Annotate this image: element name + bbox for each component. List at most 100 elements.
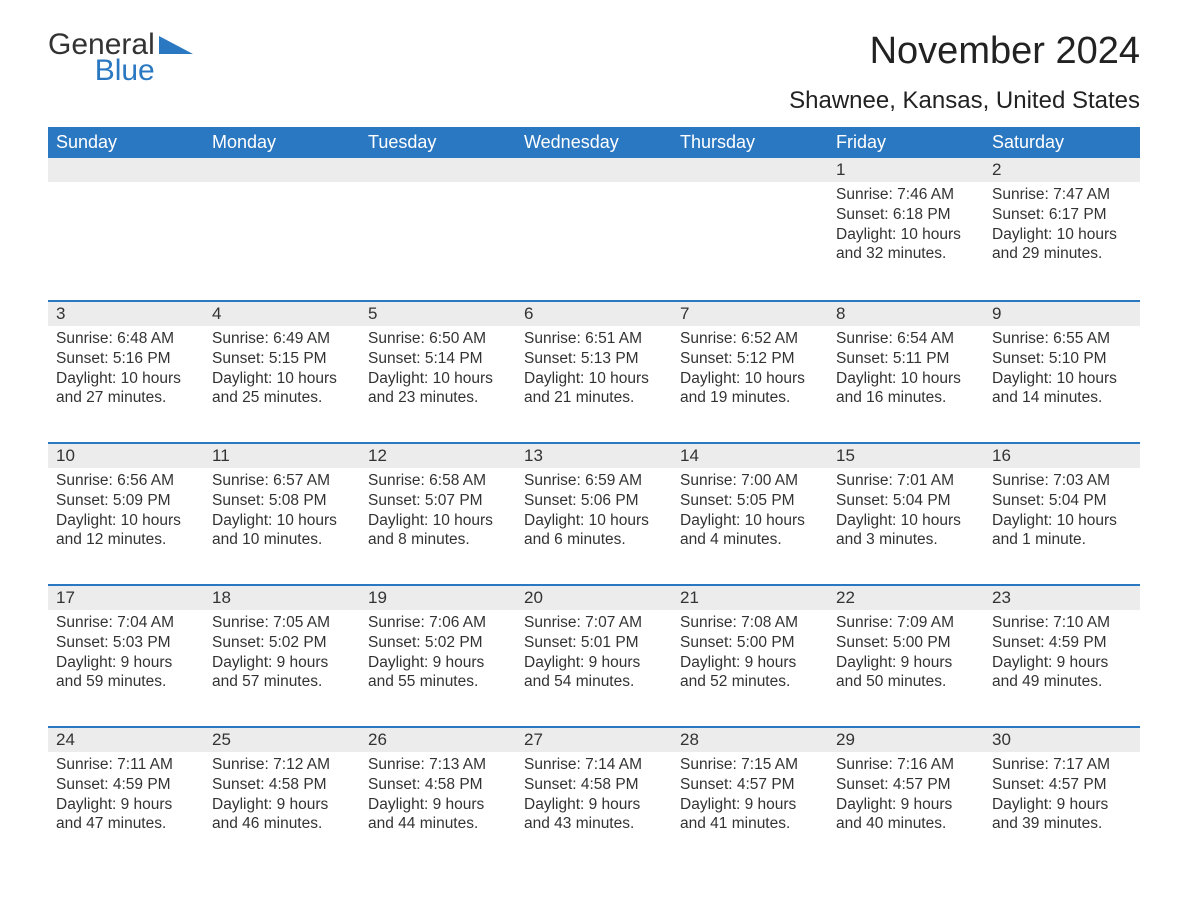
day-sunrise: Sunrise: 7:10 AM xyxy=(992,613,1132,633)
day-daylight2: and 32 minutes. xyxy=(836,244,976,264)
day-sunrise: Sunrise: 6:52 AM xyxy=(680,329,820,349)
day-sunset: Sunset: 5:13 PM xyxy=(524,349,664,369)
day-sunrise: Sunrise: 7:46 AM xyxy=(836,185,976,205)
day-sunset: Sunset: 4:59 PM xyxy=(56,775,196,795)
calendar-cell: 18Sunrise: 7:05 AMSunset: 5:02 PMDayligh… xyxy=(204,584,360,726)
day-details: Sunrise: 6:58 AMSunset: 5:07 PMDaylight:… xyxy=(360,468,516,554)
day-sunrise: Sunrise: 7:17 AM xyxy=(992,755,1132,775)
day-number xyxy=(48,158,204,182)
day-details: Sunrise: 7:06 AMSunset: 5:02 PMDaylight:… xyxy=(360,610,516,696)
calendar-cell: 11Sunrise: 6:57 AMSunset: 5:08 PMDayligh… xyxy=(204,442,360,584)
day-daylight1: Daylight: 10 hours xyxy=(680,511,820,531)
day-daylight2: and 19 minutes. xyxy=(680,388,820,408)
day-daylight2: and 29 minutes. xyxy=(992,244,1132,264)
day-sunset: Sunset: 4:58 PM xyxy=(368,775,508,795)
day-sunset: Sunset: 4:58 PM xyxy=(524,775,664,795)
day-details: Sunrise: 7:04 AMSunset: 5:03 PMDaylight:… xyxy=(48,610,204,696)
day-daylight1: Daylight: 10 hours xyxy=(368,511,508,531)
calendar-cell: 6Sunrise: 6:51 AMSunset: 5:13 PMDaylight… xyxy=(516,300,672,442)
calendar-cell: 23Sunrise: 7:10 AMSunset: 4:59 PMDayligh… xyxy=(984,584,1140,726)
day-daylight2: and 54 minutes. xyxy=(524,672,664,692)
day-sunrise: Sunrise: 6:48 AM xyxy=(56,329,196,349)
calendar-cell: 30Sunrise: 7:17 AMSunset: 4:57 PMDayligh… xyxy=(984,726,1140,868)
day-daylight2: and 40 minutes. xyxy=(836,814,976,834)
weekday-header: Thursday xyxy=(672,127,828,158)
day-daylight1: Daylight: 10 hours xyxy=(680,369,820,389)
day-daylight1: Daylight: 10 hours xyxy=(368,369,508,389)
day-details: Sunrise: 7:09 AMSunset: 5:00 PMDaylight:… xyxy=(828,610,984,696)
day-details: Sunrise: 6:49 AMSunset: 5:15 PMDaylight:… xyxy=(204,326,360,412)
day-sunset: Sunset: 5:02 PM xyxy=(368,633,508,653)
day-daylight1: Daylight: 9 hours xyxy=(680,653,820,673)
day-details: Sunrise: 7:46 AMSunset: 6:18 PMDaylight:… xyxy=(828,182,984,268)
day-daylight1: Daylight: 9 hours xyxy=(368,795,508,815)
day-daylight1: Daylight: 10 hours xyxy=(836,225,976,245)
day-daylight2: and 25 minutes. xyxy=(212,388,352,408)
day-number xyxy=(204,158,360,182)
day-number: 1 xyxy=(828,158,984,182)
day-sunrise: Sunrise: 7:04 AM xyxy=(56,613,196,633)
day-sunset: Sunset: 5:01 PM xyxy=(524,633,664,653)
day-daylight2: and 1 minute. xyxy=(992,530,1132,550)
calendar-cell: 19Sunrise: 7:06 AMSunset: 5:02 PMDayligh… xyxy=(360,584,516,726)
day-details: Sunrise: 6:51 AMSunset: 5:13 PMDaylight:… xyxy=(516,326,672,412)
day-daylight2: and 57 minutes. xyxy=(212,672,352,692)
day-sunrise: Sunrise: 7:15 AM xyxy=(680,755,820,775)
weekday-header: Tuesday xyxy=(360,127,516,158)
day-daylight2: and 55 minutes. xyxy=(368,672,508,692)
calendar-table: Sunday Monday Tuesday Wednesday Thursday… xyxy=(48,127,1140,868)
day-number: 15 xyxy=(828,442,984,468)
day-daylight1: Daylight: 10 hours xyxy=(836,369,976,389)
day-daylight1: Daylight: 9 hours xyxy=(524,795,664,815)
calendar-cell: 2Sunrise: 7:47 AMSunset: 6:17 PMDaylight… xyxy=(984,158,1140,300)
day-sunset: Sunset: 5:07 PM xyxy=(368,491,508,511)
day-details: Sunrise: 7:15 AMSunset: 4:57 PMDaylight:… xyxy=(672,752,828,838)
day-sunset: Sunset: 5:09 PM xyxy=(56,491,196,511)
day-number xyxy=(672,158,828,182)
day-number: 25 xyxy=(204,726,360,752)
day-details: Sunrise: 7:05 AMSunset: 5:02 PMDaylight:… xyxy=(204,610,360,696)
day-daylight1: Daylight: 10 hours xyxy=(992,511,1132,531)
day-number: 23 xyxy=(984,584,1140,610)
flag-icon xyxy=(159,36,193,60)
calendar-cell: 7Sunrise: 6:52 AMSunset: 5:12 PMDaylight… xyxy=(672,300,828,442)
day-daylight1: Daylight: 10 hours xyxy=(212,369,352,389)
location-text: Shawnee, Kansas, United States xyxy=(789,87,1140,115)
day-details: Sunrise: 7:01 AMSunset: 5:04 PMDaylight:… xyxy=(828,468,984,554)
day-sunrise: Sunrise: 6:54 AM xyxy=(836,329,976,349)
calendar-cell: 4Sunrise: 6:49 AMSunset: 5:15 PMDaylight… xyxy=(204,300,360,442)
day-sunrise: Sunrise: 6:59 AM xyxy=(524,471,664,491)
weekday-header: Sunday xyxy=(48,127,204,158)
day-details: Sunrise: 6:57 AMSunset: 5:08 PMDaylight:… xyxy=(204,468,360,554)
calendar-cell: 10Sunrise: 6:56 AMSunset: 5:09 PMDayligh… xyxy=(48,442,204,584)
calendar-cell: 17Sunrise: 7:04 AMSunset: 5:03 PMDayligh… xyxy=(48,584,204,726)
day-daylight1: Daylight: 9 hours xyxy=(836,795,976,815)
day-sunset: Sunset: 5:16 PM xyxy=(56,349,196,369)
day-daylight2: and 52 minutes. xyxy=(680,672,820,692)
calendar-cell xyxy=(516,158,672,300)
day-details xyxy=(360,182,516,189)
day-daylight1: Daylight: 9 hours xyxy=(524,653,664,673)
day-daylight2: and 14 minutes. xyxy=(992,388,1132,408)
day-sunrise: Sunrise: 7:11 AM xyxy=(56,755,196,775)
day-sunrise: Sunrise: 7:01 AM xyxy=(836,471,976,491)
day-sunset: Sunset: 4:57 PM xyxy=(680,775,820,795)
day-details: Sunrise: 7:16 AMSunset: 4:57 PMDaylight:… xyxy=(828,752,984,838)
day-number: 7 xyxy=(672,300,828,326)
day-sunset: Sunset: 4:59 PM xyxy=(992,633,1132,653)
calendar-week-row: 17Sunrise: 7:04 AMSunset: 5:03 PMDayligh… xyxy=(48,584,1140,726)
day-number: 24 xyxy=(48,726,204,752)
day-daylight1: Daylight: 9 hours xyxy=(212,795,352,815)
day-number: 27 xyxy=(516,726,672,752)
day-sunset: Sunset: 5:14 PM xyxy=(368,349,508,369)
day-details: Sunrise: 6:56 AMSunset: 5:09 PMDaylight:… xyxy=(48,468,204,554)
day-daylight1: Daylight: 10 hours xyxy=(992,369,1132,389)
calendar-cell xyxy=(360,158,516,300)
day-sunset: Sunset: 5:15 PM xyxy=(212,349,352,369)
day-sunrise: Sunrise: 7:08 AM xyxy=(680,613,820,633)
day-sunrise: Sunrise: 7:16 AM xyxy=(836,755,976,775)
day-details: Sunrise: 7:08 AMSunset: 5:00 PMDaylight:… xyxy=(672,610,828,696)
calendar-cell: 3Sunrise: 6:48 AMSunset: 5:16 PMDaylight… xyxy=(48,300,204,442)
calendar-cell: 14Sunrise: 7:00 AMSunset: 5:05 PMDayligh… xyxy=(672,442,828,584)
day-number: 17 xyxy=(48,584,204,610)
